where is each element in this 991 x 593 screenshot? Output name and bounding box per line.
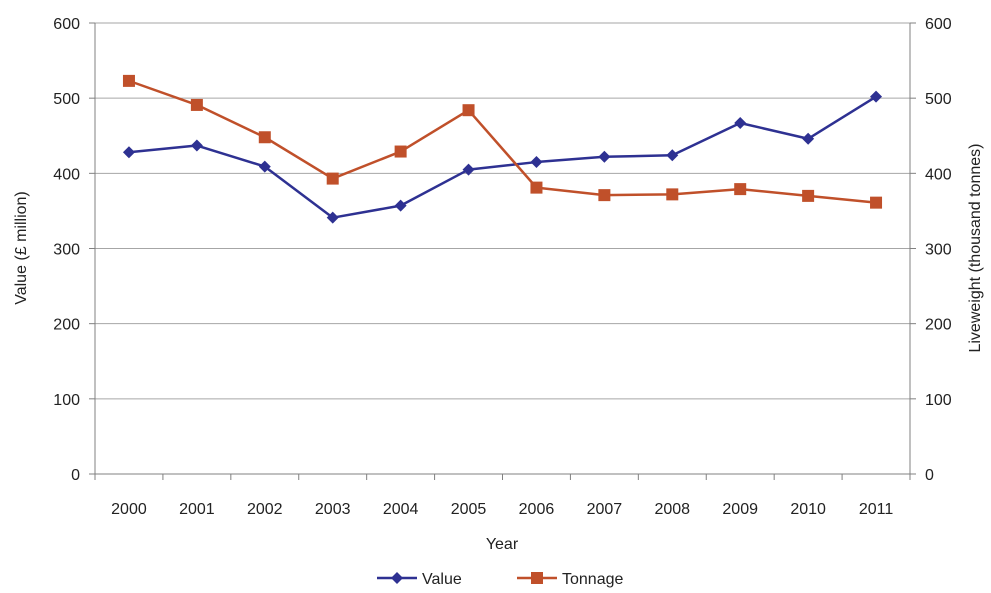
legend: Value Tonnage [377,571,623,588]
data-point-value [870,90,883,103]
series [122,74,883,224]
data-point-tonnage [598,189,611,202]
data-point-value [666,149,679,162]
data-point-value [122,146,135,159]
data-point-tonnage [530,181,543,194]
data-point-tonnage [394,145,407,158]
data-point-value [394,199,407,212]
data-point-value [530,156,543,169]
data-point-tonnage [734,183,747,196]
x-axis-title: Year [486,536,519,553]
y-tick-label: 100 [53,392,80,409]
x-tick-label: 2005 [451,501,487,518]
x-tick-label: 2009 [722,501,758,518]
y2-tick-label: 500 [925,91,952,108]
data-point-tonnage [122,74,135,87]
data-point-value [190,139,203,152]
series-line-value [128,95,877,219]
y-tick-label: 0 [71,467,80,484]
data-point-value [598,150,611,163]
legend-label-tonnage: Tonnage [562,571,623,588]
x-tick-label: 2010 [790,501,826,518]
y2-tick-label: 600 [925,16,952,33]
y2-tick-label: 400 [925,166,952,183]
y-tick-label: 200 [53,317,80,334]
x-tick-label: 2006 [519,501,555,518]
data-point-tonnage [870,196,883,209]
data-point-tonnage [802,189,815,202]
y-axis-title: Value (£ million) [13,191,30,305]
data-point-tonnage [666,188,679,201]
series-line-tonnage [128,79,877,204]
x-tick-label: 2002 [247,501,283,518]
legend-marker-value [391,572,403,584]
data-point-value [462,163,475,176]
axes: 0 100 200 300 400 500 600 0 100 200 300 400 500 600 20… [53,16,952,518]
gridlines [95,22,910,400]
x-tick-label: 2011 [859,501,894,518]
y2-tick-label: 200 [925,317,952,334]
y-tick-label: 300 [53,242,80,259]
data-point-tonnage [462,104,475,117]
legend-label-value: Value [422,571,462,588]
y2-axis-title: Liveweight (thousand tonnes) [967,143,984,352]
data-point-value [734,116,747,129]
y2-tick-label: 300 [925,242,952,259]
data-point-value [326,211,339,224]
y-tick-label: 400 [53,166,80,183]
x-tick-label: 2003 [315,501,351,518]
data-point-value [802,132,815,145]
x-tick-label: 2008 [654,501,690,518]
data-point-tonnage [190,98,203,111]
legend-marker-tonnage [531,572,543,584]
x-tick-label: 2007 [587,501,623,518]
data-point-tonnage [258,131,271,144]
y-tick-label: 600 [53,16,80,33]
data-point-tonnage [326,172,339,185]
x-tick-label: 2001 [179,501,215,518]
x-tick-label: 2004 [383,501,419,518]
data-point-value [258,160,271,173]
y-tick-label: 500 [53,91,80,108]
x-tick-label: 2000 [111,501,147,518]
y2-tick-label: 0 [925,467,934,484]
y2-tick-label: 100 [925,392,952,409]
